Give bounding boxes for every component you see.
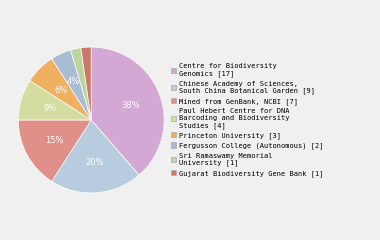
Text: 38%: 38% xyxy=(122,101,140,110)
Wedge shape xyxy=(18,120,91,181)
Text: 20%: 20% xyxy=(85,158,103,167)
Wedge shape xyxy=(91,47,164,175)
Text: 15%: 15% xyxy=(45,136,63,145)
Wedge shape xyxy=(52,50,91,120)
Legend: Centre for Biodiversity
Genomics [17], Chinese Academy of Sciences,
South China : Centre for Biodiversity Genomics [17], C… xyxy=(171,63,324,177)
Wedge shape xyxy=(81,47,91,120)
Text: 4%: 4% xyxy=(67,77,80,86)
Wedge shape xyxy=(52,120,139,193)
Wedge shape xyxy=(18,81,91,120)
Wedge shape xyxy=(30,59,91,120)
Wedge shape xyxy=(71,48,91,120)
Text: 9%: 9% xyxy=(44,104,57,113)
Text: 6%: 6% xyxy=(55,86,68,95)
